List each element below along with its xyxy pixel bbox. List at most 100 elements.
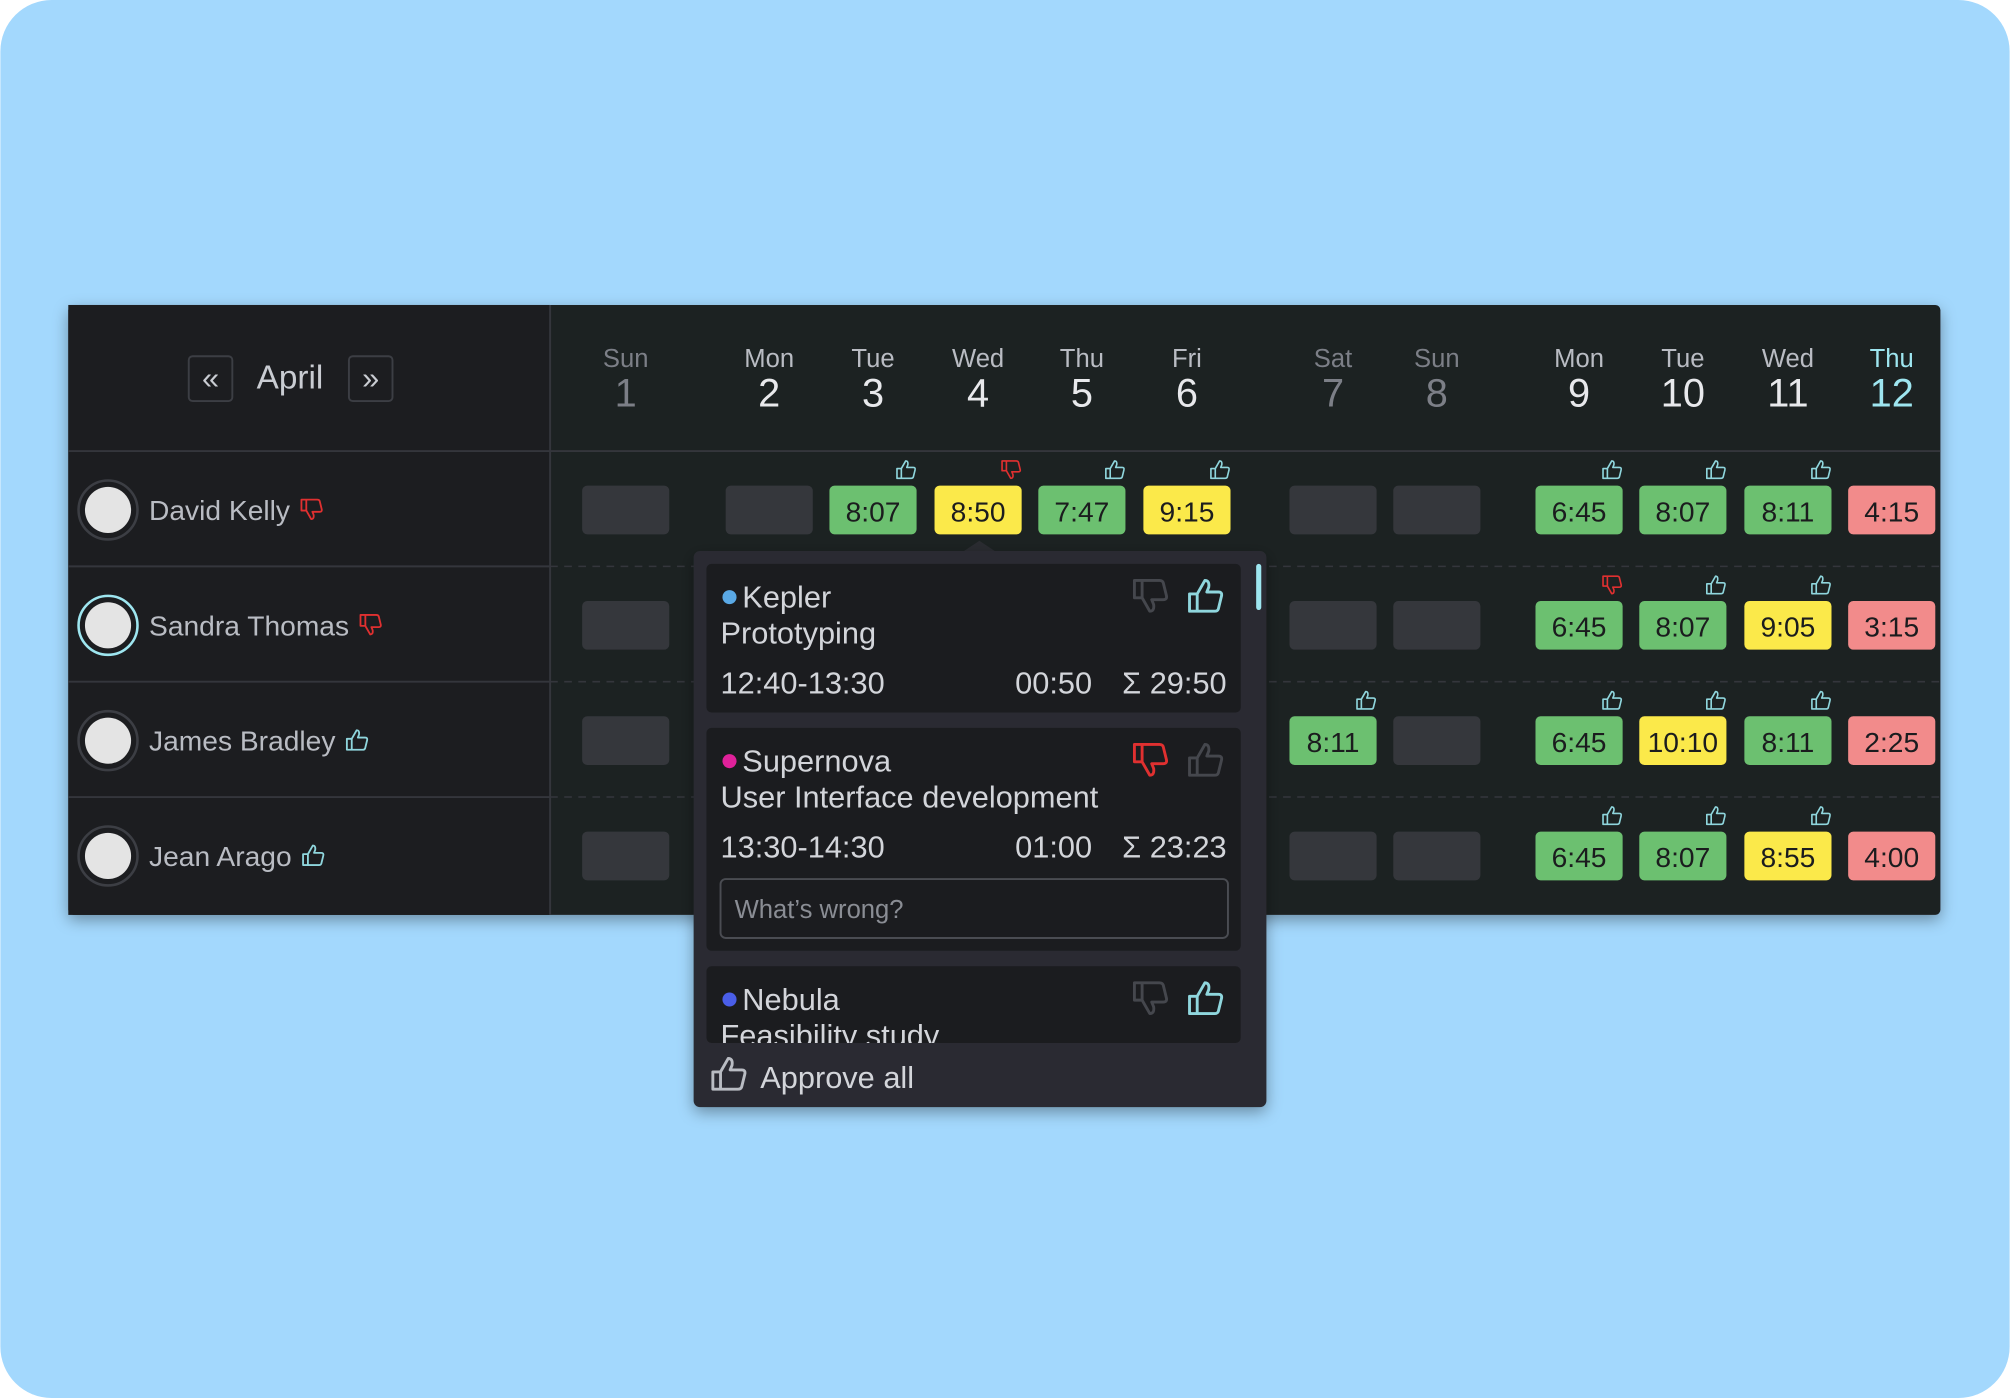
day-number: 9 — [1568, 371, 1590, 415]
time-cell[interactable] — [1744, 600, 1832, 650]
time-value: 4:15 — [1864, 495, 1919, 527]
prev-month-icon[interactable]: « — [202, 361, 219, 396]
time-cell[interactable] — [725, 485, 813, 535]
avatar — [84, 717, 132, 764]
time-span: 12:40-13:30 — [721, 665, 885, 700]
time-cell[interactable] — [1289, 600, 1377, 650]
time-cell[interactable] — [1848, 831, 1936, 881]
time-value: 6:45 — [1552, 841, 1607, 873]
person-name: James Bradley — [149, 725, 336, 757]
time-value: 10:10 — [1648, 726, 1719, 758]
time-cell[interactable] — [1289, 831, 1377, 881]
time-value: 8:07 — [846, 495, 901, 527]
day-number: 7 — [1322, 371, 1344, 415]
weekday-label: Thu — [1870, 345, 1914, 373]
time-cell[interactable] — [1744, 716, 1832, 765]
time-cell[interactable] — [582, 716, 670, 765]
people-column — [68, 304, 551, 915]
time-cell[interactable] — [1393, 831, 1481, 881]
time-cell[interactable] — [582, 831, 670, 881]
time-span: 13:30-14:30 — [721, 830, 885, 865]
time-value: 4:00 — [1864, 841, 1919, 873]
approve-all-button[interactable]: Approve all — [760, 1060, 914, 1095]
time-cell[interactable] — [1393, 485, 1481, 535]
time-cell[interactable] — [582, 485, 670, 535]
day-number: 11 — [1767, 371, 1808, 415]
duration: 01:00 — [1015, 830, 1092, 865]
prev-month-button[interactable] — [187, 355, 234, 403]
time-cell[interactable] — [1038, 485, 1126, 535]
day-number: 8 — [1426, 371, 1448, 415]
time-value: 6:45 — [1552, 495, 1607, 527]
time-value: 8:11 — [1762, 495, 1815, 527]
project-name: Nebula — [742, 982, 840, 1017]
time-value: 8:55 — [1760, 841, 1815, 873]
time-value: 8:50 — [951, 495, 1006, 527]
task-name: User Interface development — [721, 780, 1099, 815]
month-label: April — [257, 360, 324, 397]
avatar-ring — [77, 594, 139, 657]
person-name: Jean Arago — [149, 840, 292, 872]
time-cell[interactable] — [1639, 716, 1727, 765]
task-name: Feasibility study — [721, 1018, 940, 1053]
avatar — [84, 602, 132, 649]
avatar — [84, 486, 132, 534]
time-cell[interactable] — [1639, 600, 1727, 650]
time-value: 9:15 — [1160, 495, 1215, 527]
time-cell[interactable] — [1143, 485, 1231, 535]
time-cell[interactable] — [582, 600, 670, 650]
duration: 00:50 — [1015, 665, 1092, 700]
time-cell[interactable] — [1848, 600, 1936, 650]
time-cell[interactable] — [1639, 831, 1727, 881]
time-value: 8:11 — [1307, 726, 1360, 758]
project-dot — [722, 992, 737, 1007]
time-cell[interactable] — [1535, 600, 1623, 650]
time-cell[interactable] — [1744, 831, 1832, 881]
time-cell[interactable] — [1289, 716, 1377, 765]
weekday-label: Tue — [851, 345, 894, 373]
project-dot — [722, 590, 737, 605]
next-month-icon[interactable]: » — [362, 361, 379, 396]
time-value: 8:07 — [1655, 611, 1710, 643]
next-month-button[interactable] — [347, 355, 394, 403]
person-name: David Kelly — [149, 494, 291, 526]
time-value: 2:25 — [1864, 726, 1919, 758]
day-number: 6 — [1176, 371, 1198, 415]
time-cell[interactable] — [829, 485, 917, 535]
time-cell[interactable] — [1848, 485, 1936, 535]
time-cell[interactable] — [1744, 485, 1832, 535]
day-number: 12 — [1870, 371, 1914, 415]
project-dot — [722, 754, 737, 769]
weekday-label: Sun — [603, 345, 649, 373]
weekday-label: Mon — [1554, 345, 1604, 373]
avatar-ring — [77, 825, 139, 887]
time-cell[interactable] — [934, 485, 1022, 535]
day-number: 1 — [615, 371, 637, 415]
time-cell[interactable] — [1535, 485, 1623, 535]
time-value: 3:15 — [1864, 611, 1919, 643]
weekday-label: Tue — [1661, 345, 1704, 373]
avatar-ring — [77, 709, 139, 772]
time-cell[interactable] — [1535, 716, 1623, 765]
task-name: Prototyping — [721, 616, 877, 651]
total: Σ 23:23 — [1122, 830, 1227, 865]
time-cell[interactable] — [1535, 831, 1623, 881]
time-value: 8:07 — [1655, 495, 1710, 527]
entry-card-bg — [706, 966, 1241, 1044]
day-number: 3 — [862, 371, 884, 415]
comment-placeholder[interactable]: What’s wrong? — [735, 896, 904, 924]
day-number: 10 — [1661, 371, 1705, 415]
comment-input[interactable] — [719, 878, 1229, 939]
time-value: 6:45 — [1552, 611, 1607, 643]
avatar-ring — [77, 479, 139, 541]
day-number: 4 — [967, 371, 989, 415]
weekday-label: Sat — [1314, 345, 1352, 373]
time-cell[interactable] — [1848, 716, 1936, 765]
popup-pointer — [963, 540, 995, 551]
time-cell[interactable] — [1393, 716, 1481, 765]
time-cell[interactable] — [1289, 485, 1377, 535]
time-cell[interactable] — [1393, 600, 1481, 650]
time-cell[interactable] — [1639, 485, 1727, 535]
